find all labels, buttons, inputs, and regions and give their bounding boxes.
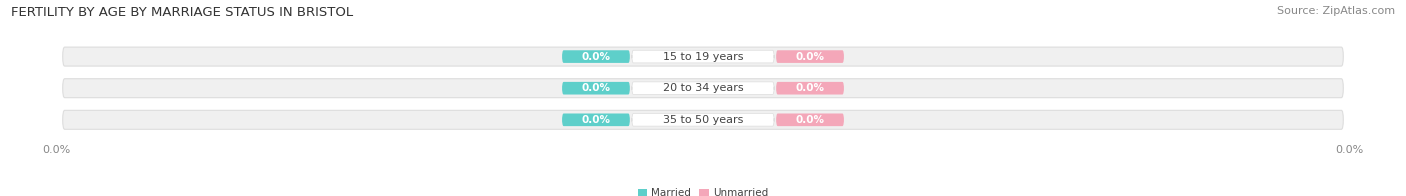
FancyBboxPatch shape: [776, 50, 844, 63]
Text: 0.0%: 0.0%: [796, 115, 824, 125]
FancyBboxPatch shape: [63, 79, 1343, 98]
FancyBboxPatch shape: [631, 50, 775, 63]
FancyBboxPatch shape: [776, 113, 844, 126]
Legend: Married, Unmarried: Married, Unmarried: [634, 184, 772, 196]
FancyBboxPatch shape: [63, 110, 1343, 129]
Text: 20 to 34 years: 20 to 34 years: [662, 83, 744, 93]
Text: 0.0%: 0.0%: [582, 52, 610, 62]
FancyBboxPatch shape: [63, 47, 1343, 66]
Text: 0.0%: 0.0%: [796, 83, 824, 93]
Text: FERTILITY BY AGE BY MARRIAGE STATUS IN BRISTOL: FERTILITY BY AGE BY MARRIAGE STATUS IN B…: [11, 6, 353, 19]
Text: 0.0%: 0.0%: [796, 52, 824, 62]
FancyBboxPatch shape: [776, 82, 844, 94]
FancyBboxPatch shape: [562, 82, 630, 94]
Text: Source: ZipAtlas.com: Source: ZipAtlas.com: [1277, 6, 1395, 16]
Text: 0.0%: 0.0%: [582, 115, 610, 125]
FancyBboxPatch shape: [562, 113, 630, 126]
Text: 15 to 19 years: 15 to 19 years: [662, 52, 744, 62]
FancyBboxPatch shape: [631, 82, 775, 94]
Text: 35 to 50 years: 35 to 50 years: [662, 115, 744, 125]
Text: 0.0%: 0.0%: [582, 83, 610, 93]
FancyBboxPatch shape: [631, 113, 775, 126]
FancyBboxPatch shape: [562, 50, 630, 63]
